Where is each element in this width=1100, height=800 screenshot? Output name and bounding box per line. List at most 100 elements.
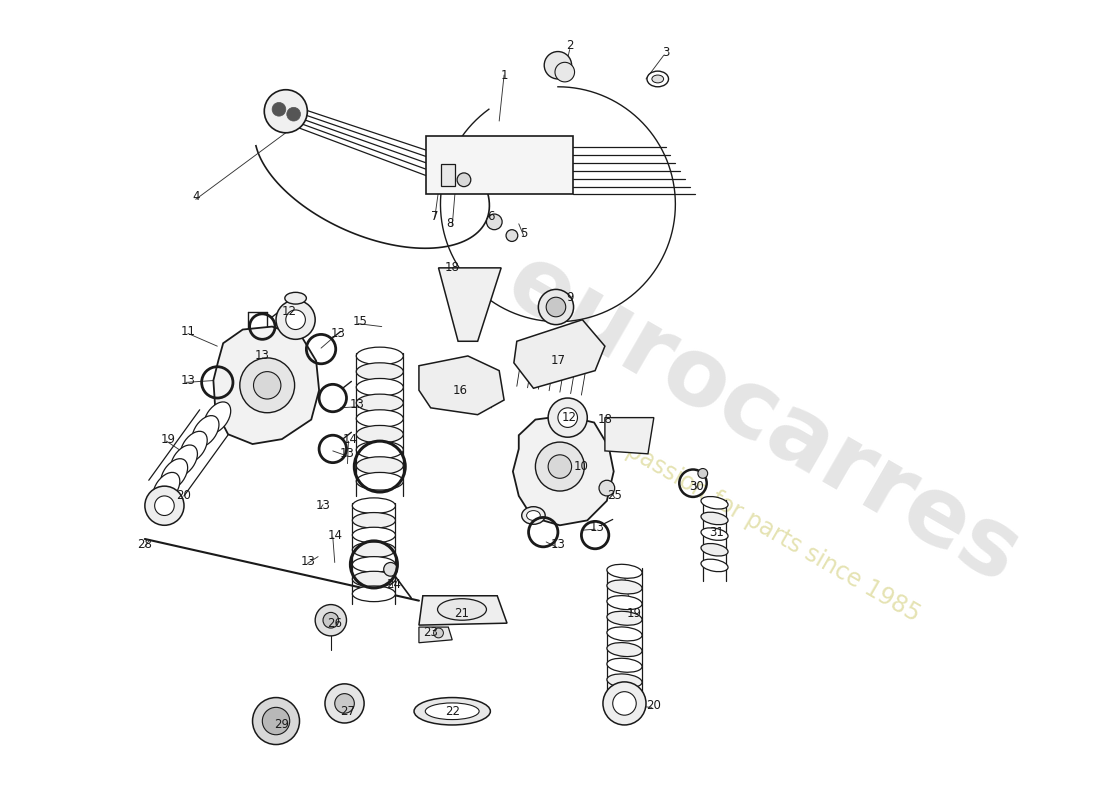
- Ellipse shape: [352, 571, 395, 587]
- Polygon shape: [439, 268, 502, 342]
- Text: 21: 21: [454, 607, 470, 620]
- Text: 13: 13: [180, 374, 196, 387]
- Ellipse shape: [153, 472, 179, 504]
- Text: 19: 19: [627, 607, 641, 620]
- Ellipse shape: [161, 458, 188, 490]
- Polygon shape: [514, 320, 605, 388]
- Ellipse shape: [701, 543, 728, 556]
- Ellipse shape: [647, 71, 669, 86]
- Ellipse shape: [521, 506, 546, 524]
- Text: 22: 22: [444, 705, 460, 718]
- Text: 20: 20: [177, 490, 191, 502]
- Ellipse shape: [356, 378, 404, 396]
- Polygon shape: [419, 627, 452, 642]
- Circle shape: [506, 230, 518, 242]
- Circle shape: [486, 214, 502, 230]
- Circle shape: [529, 150, 538, 160]
- Text: 13: 13: [301, 555, 316, 568]
- Circle shape: [484, 160, 494, 170]
- Text: 12: 12: [562, 411, 578, 424]
- Circle shape: [276, 300, 316, 339]
- Text: 30: 30: [690, 480, 704, 493]
- Circle shape: [253, 698, 299, 745]
- Circle shape: [547, 298, 565, 317]
- Ellipse shape: [170, 445, 197, 476]
- Text: eurocarres: eurocarres: [491, 236, 1036, 603]
- Text: 20: 20: [647, 699, 661, 712]
- Ellipse shape: [356, 363, 404, 381]
- Text: 12: 12: [282, 306, 296, 318]
- Text: 2: 2: [565, 39, 573, 52]
- Text: a passion for parts since 1985: a passion for parts since 1985: [603, 427, 924, 627]
- Text: 6: 6: [486, 210, 494, 223]
- Circle shape: [548, 455, 572, 478]
- Text: 7: 7: [431, 210, 438, 223]
- Text: 15: 15: [353, 315, 367, 328]
- Text: 8: 8: [447, 218, 454, 230]
- Text: 24: 24: [386, 578, 402, 590]
- Text: 5: 5: [520, 227, 527, 240]
- Ellipse shape: [356, 441, 404, 458]
- Ellipse shape: [352, 586, 395, 602]
- Circle shape: [558, 408, 578, 427]
- Ellipse shape: [607, 674, 642, 688]
- Ellipse shape: [180, 431, 207, 462]
- Ellipse shape: [204, 402, 231, 434]
- Text: 19: 19: [161, 433, 176, 446]
- Circle shape: [384, 562, 397, 576]
- Text: 13: 13: [350, 398, 365, 411]
- Text: 4: 4: [192, 190, 199, 203]
- Ellipse shape: [285, 292, 307, 304]
- Ellipse shape: [356, 473, 404, 490]
- Ellipse shape: [192, 416, 219, 447]
- Polygon shape: [513, 416, 614, 526]
- Circle shape: [556, 62, 574, 82]
- Circle shape: [613, 692, 636, 715]
- Text: 9: 9: [565, 290, 573, 304]
- Circle shape: [272, 102, 286, 116]
- Circle shape: [544, 51, 572, 79]
- Polygon shape: [419, 356, 504, 414]
- Text: 13: 13: [550, 538, 565, 551]
- Circle shape: [499, 165, 509, 175]
- Ellipse shape: [607, 580, 642, 594]
- Ellipse shape: [356, 347, 404, 365]
- Polygon shape: [419, 596, 507, 625]
- Circle shape: [287, 107, 300, 121]
- Circle shape: [603, 682, 646, 725]
- Text: 3: 3: [662, 46, 669, 59]
- Text: 16: 16: [452, 384, 468, 397]
- Text: 28: 28: [138, 538, 152, 551]
- Text: 26: 26: [327, 617, 342, 630]
- Ellipse shape: [356, 394, 404, 412]
- Ellipse shape: [352, 527, 395, 543]
- Polygon shape: [213, 326, 319, 444]
- Circle shape: [514, 155, 524, 165]
- Text: 29: 29: [274, 718, 289, 731]
- Ellipse shape: [607, 642, 642, 657]
- Ellipse shape: [352, 513, 395, 528]
- Text: 18: 18: [444, 262, 460, 274]
- Ellipse shape: [607, 564, 642, 578]
- Circle shape: [600, 480, 615, 496]
- Text: 14: 14: [343, 433, 358, 446]
- Polygon shape: [605, 418, 653, 454]
- Ellipse shape: [701, 497, 728, 509]
- Circle shape: [538, 290, 573, 325]
- Circle shape: [145, 486, 184, 526]
- Ellipse shape: [356, 457, 404, 474]
- Circle shape: [262, 707, 289, 734]
- Circle shape: [316, 605, 346, 636]
- Ellipse shape: [607, 611, 642, 626]
- Text: 13: 13: [255, 350, 270, 362]
- Circle shape: [446, 160, 455, 170]
- Circle shape: [458, 173, 471, 186]
- Text: 31: 31: [710, 526, 724, 538]
- Circle shape: [155, 496, 174, 515]
- Text: 27: 27: [340, 705, 355, 718]
- Text: 10: 10: [574, 460, 589, 473]
- Text: 17: 17: [550, 354, 565, 367]
- Ellipse shape: [352, 557, 395, 572]
- Circle shape: [324, 684, 364, 723]
- Text: 1: 1: [500, 69, 508, 82]
